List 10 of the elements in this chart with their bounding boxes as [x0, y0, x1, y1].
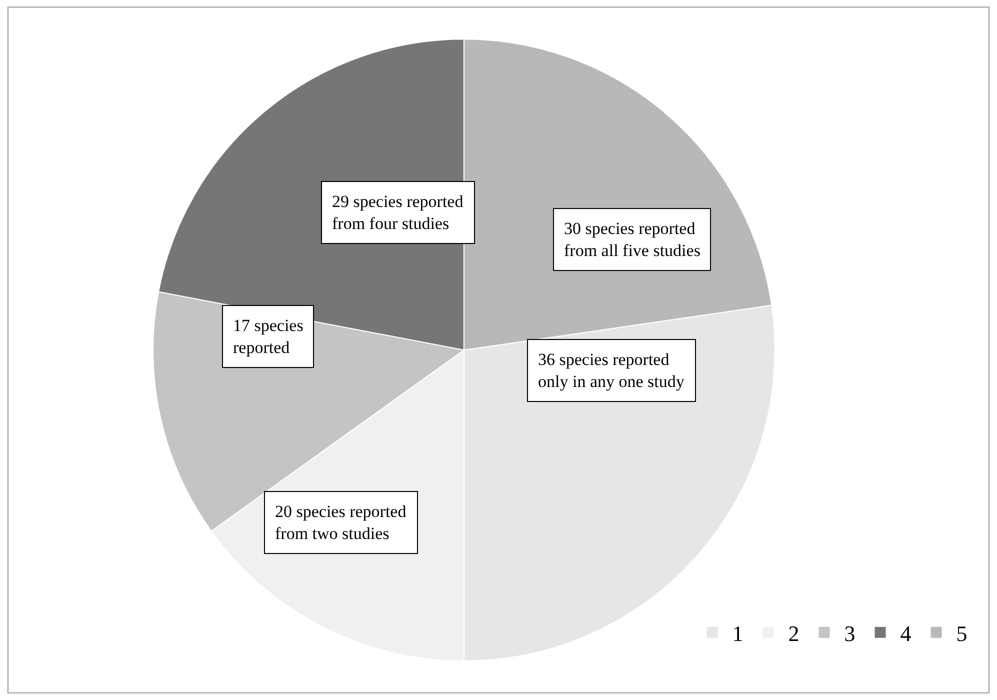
text: 36 species reported only in any one study — [538, 350, 685, 392]
legend-label: 4 — [900, 620, 912, 646]
text: 30 species reported from all five studies — [564, 219, 700, 260]
text: 17 species reported — [233, 316, 304, 358]
legend-label: 2 — [788, 620, 800, 646]
legend-label: 3 — [844, 620, 856, 646]
text: 29 species reported from four studies — [332, 192, 464, 234]
legend-label: 1 — [732, 620, 744, 646]
legend-label: 5 — [956, 620, 968, 646]
text: 20 species reported from two studies — [275, 502, 407, 544]
